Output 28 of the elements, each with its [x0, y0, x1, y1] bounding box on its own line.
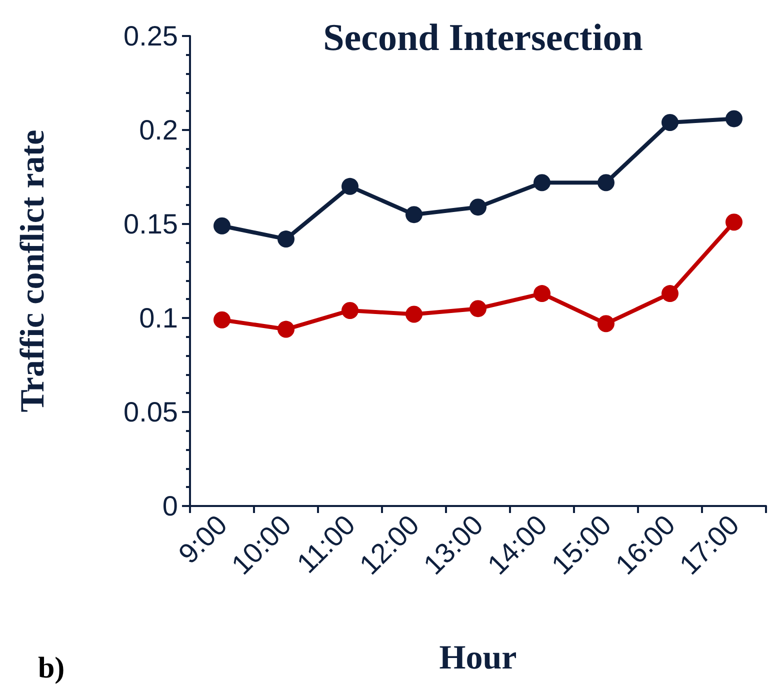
y-tick-label: 0: [162, 490, 178, 522]
y-tick-label: 0.25: [124, 20, 178, 52]
text: b): [38, 652, 65, 684]
point: [534, 174, 550, 192]
y-tick-label: 0.15: [124, 208, 178, 240]
point: [342, 178, 358, 195]
y-tick-label: 0.1: [139, 302, 178, 334]
point: [534, 285, 550, 302]
point: [726, 214, 742, 231]
point: [278, 320, 294, 338]
point: [214, 217, 230, 234]
point: [342, 302, 358, 319]
point: [662, 285, 678, 302]
point: [278, 230, 294, 248]
point: [470, 300, 486, 318]
point: [470, 198, 486, 216]
point: [662, 114, 678, 131]
point: [598, 315, 614, 332]
point: [406, 206, 422, 224]
point: [726, 110, 742, 128]
chart-title: Second Intersection: [323, 17, 643, 59]
y-tick-label: 0.05: [124, 396, 178, 428]
y-axis-title: Traffic conflict rate: [14, 130, 52, 412]
point: [598, 174, 614, 192]
point: [406, 306, 422, 323]
point: [214, 311, 230, 328]
y-tick-label: 0.2: [139, 114, 178, 146]
x-axis-title: Hour: [439, 640, 517, 676]
